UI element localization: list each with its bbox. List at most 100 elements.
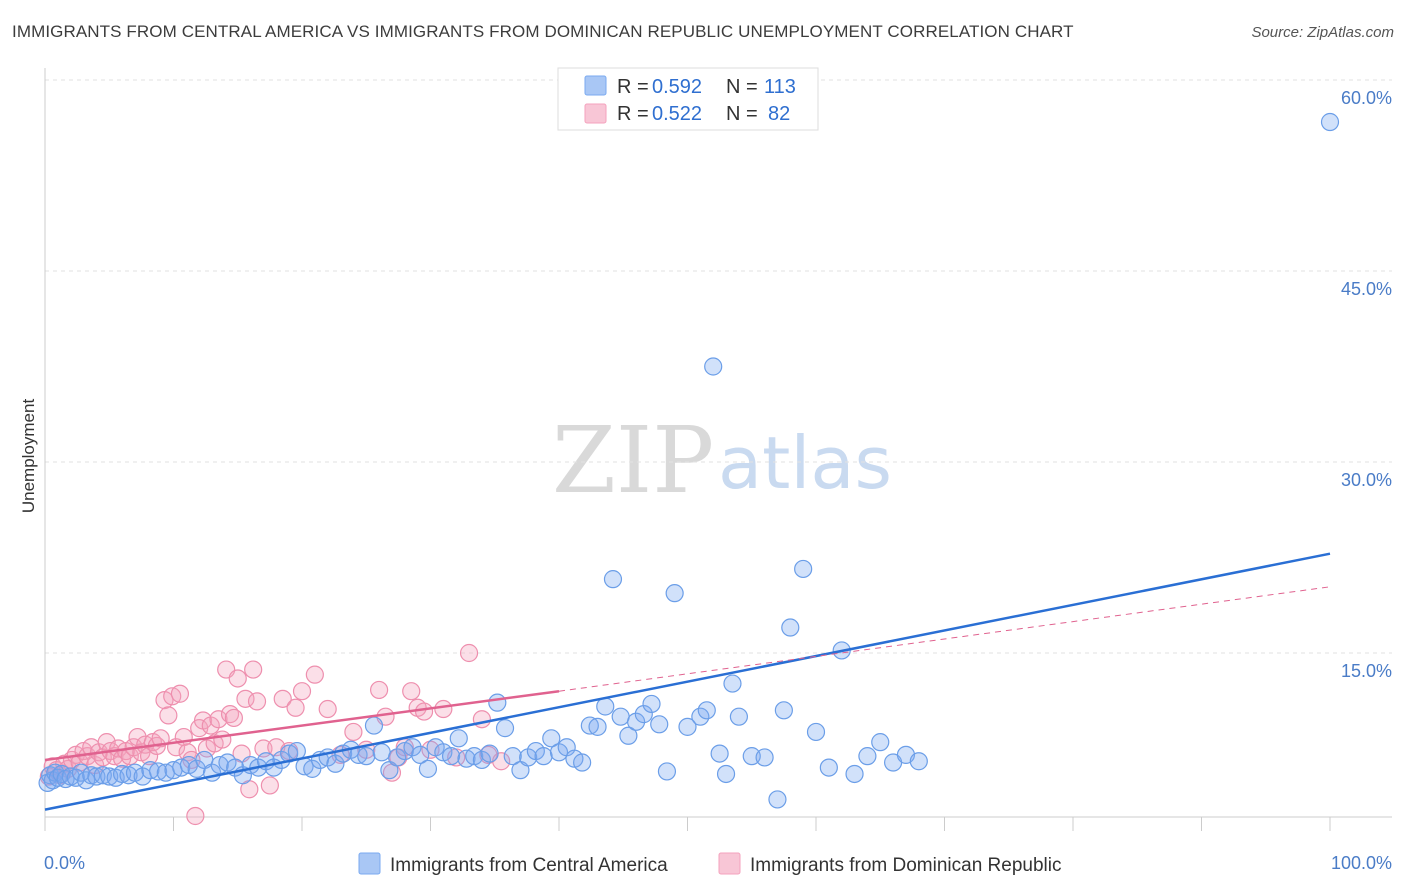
tick-labels: 15.0% 30.0% 45.0% 60.0% 0.0% 100.0% — [44, 88, 1392, 873]
data-point — [871, 733, 890, 752]
data-point — [678, 717, 697, 736]
data-point — [112, 764, 132, 784]
chart-title: IMMIGRANTS FROM CENTRAL AMERICA VS IMMIG… — [12, 22, 1074, 41]
data-point — [449, 729, 468, 748]
data-point — [151, 729, 170, 748]
data-point — [273, 689, 292, 708]
series-legend: Immigrants from Central America Immigran… — [358, 852, 1062, 876]
data-point — [148, 762, 168, 781]
data-point — [244, 660, 263, 679]
data-point — [488, 693, 507, 712]
legend-swatch-central-america — [358, 852, 381, 875]
grid-lines — [45, 79, 1392, 654]
data-point — [357, 747, 376, 766]
data-point — [170, 684, 190, 703]
trend-line-dominican-republic-extension — [558, 586, 1331, 692]
data-point — [434, 699, 453, 719]
data-point — [318, 699, 337, 719]
data-point — [611, 707, 630, 726]
data-point — [534, 747, 553, 766]
legend-n-label-1: N = — [726, 76, 758, 98]
data-point — [403, 738, 422, 757]
axes — [44, 68, 1392, 831]
data-point — [774, 701, 793, 720]
data-point — [480, 744, 499, 763]
legend-n-label-2: N = — [726, 103, 758, 125]
legend-label-dominican-republic: Immigrants from Dominican Republic — [750, 855, 1062, 876]
correlation-legend: R = 0.592 N = 113 R = 0.522 N = 82 — [557, 67, 819, 131]
data-point — [77, 771, 96, 790]
data-point — [603, 570, 623, 589]
legend-swatch-blue — [584, 75, 607, 96]
y-tick-label: 30.0% — [1341, 470, 1392, 490]
data-point — [781, 618, 800, 637]
data-point — [472, 710, 491, 729]
data-point — [716, 764, 736, 784]
data-point — [858, 747, 877, 766]
data-point — [723, 674, 742, 693]
watermark-zip: ZIP — [552, 407, 714, 514]
data-point — [459, 643, 479, 663]
data-point — [292, 682, 312, 701]
data-point — [742, 747, 761, 766]
data-point — [1320, 112, 1340, 132]
data-point — [503, 747, 522, 766]
data-point — [794, 559, 813, 579]
series-central-america — [38, 112, 1340, 809]
data-point — [186, 806, 205, 826]
data-point — [213, 730, 232, 749]
x-tick-label: 100.0% — [1331, 853, 1392, 873]
data-point — [326, 754, 345, 773]
data-point — [402, 682, 421, 701]
data-point — [228, 669, 247, 688]
data-point — [418, 759, 438, 778]
data-point — [46, 763, 65, 782]
data-point — [372, 743, 391, 762]
data-point — [626, 712, 646, 731]
data-point — [159, 706, 178, 725]
data-point — [182, 750, 201, 770]
data-point — [414, 702, 434, 721]
legend-swatch-pink — [584, 103, 607, 124]
data-point — [286, 698, 305, 717]
data-point — [665, 584, 684, 603]
trend-lines — [44, 552, 1331, 811]
data-point — [596, 697, 615, 716]
legend-r-value-1: 0.592 — [652, 76, 702, 98]
data-point — [588, 717, 607, 736]
legend-swatch-dominican-republic — [718, 852, 741, 875]
data-point — [224, 708, 243, 728]
y-tick-label: 60.0% — [1341, 88, 1392, 108]
legend-n-value-1: 113 — [764, 76, 796, 98]
data-point — [819, 758, 838, 777]
data-point — [260, 776, 279, 795]
data-point — [364, 716, 384, 735]
y-tick-label: 45.0% — [1341, 279, 1392, 299]
y-axis-label: Unemployment — [19, 399, 38, 514]
data-point — [704, 357, 723, 376]
watermark-atlas: atlas — [718, 421, 892, 505]
legend-n-value-2: 82 — [768, 103, 790, 125]
data-point — [247, 692, 267, 711]
data-point — [141, 761, 160, 780]
data-point — [411, 745, 430, 764]
data-point — [344, 722, 363, 742]
data-point — [634, 705, 653, 724]
data-point — [909, 752, 928, 771]
data-point — [619, 726, 638, 745]
legend-label-central-america: Immigrants from Central America — [390, 855, 668, 876]
data-point — [87, 767, 106, 786]
legend-r-value-2: 0.522 — [652, 103, 702, 125]
trend-line-dominican-republic — [44, 689, 560, 762]
data-point — [370, 680, 389, 700]
data-point — [580, 716, 599, 735]
y-tick-label: 15.0% — [1341, 661, 1392, 681]
legend-r-label-2: R = — [617, 103, 649, 125]
series-dominican-republic — [39, 643, 511, 826]
data-point — [573, 753, 592, 772]
data-point — [495, 719, 515, 738]
trend-line-central-america — [44, 552, 1331, 811]
data-point — [650, 715, 669, 734]
data-point — [729, 707, 749, 726]
data-point — [768, 790, 787, 809]
